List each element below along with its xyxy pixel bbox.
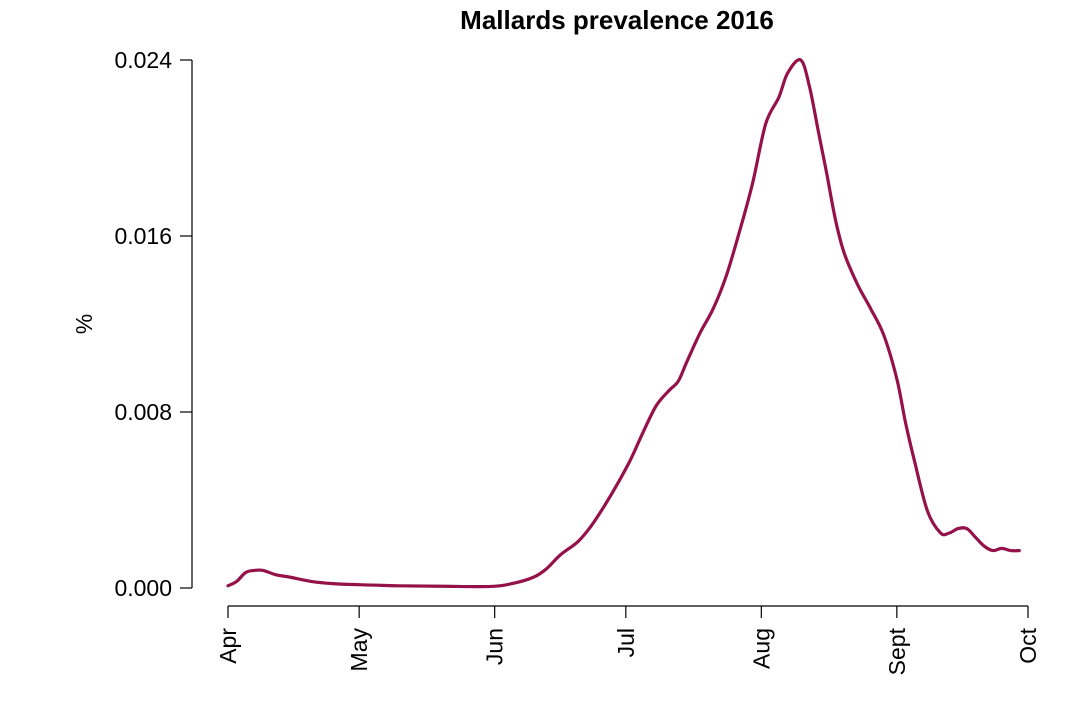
x-tick-label: Apr xyxy=(215,628,241,664)
x-tick-label: Sept xyxy=(884,627,910,675)
y-axis: 0.000 0.008 0.016 0.024 xyxy=(114,47,193,601)
series-layer xyxy=(226,58,1021,589)
x-tick-label: Jun xyxy=(482,628,508,665)
y-tick-label: 0.008 xyxy=(114,399,172,425)
y-tick-label: 0.024 xyxy=(114,47,172,73)
series-line xyxy=(226,58,1021,589)
chart-title: Mallards prevalence 2016 xyxy=(460,5,774,35)
x-tick-label: Oct xyxy=(1015,627,1041,663)
y-axis-label: % xyxy=(71,314,97,334)
y-tick-label: 0.016 xyxy=(114,223,172,249)
x-tick-label: Aug xyxy=(748,628,774,669)
x-tick-label: May xyxy=(346,628,372,672)
y-tick-label: 0.000 xyxy=(114,575,172,601)
x-tick-label: Jul xyxy=(613,628,639,657)
x-axis: Apr May Jun Jul Aug Sept Oct xyxy=(215,605,1041,675)
